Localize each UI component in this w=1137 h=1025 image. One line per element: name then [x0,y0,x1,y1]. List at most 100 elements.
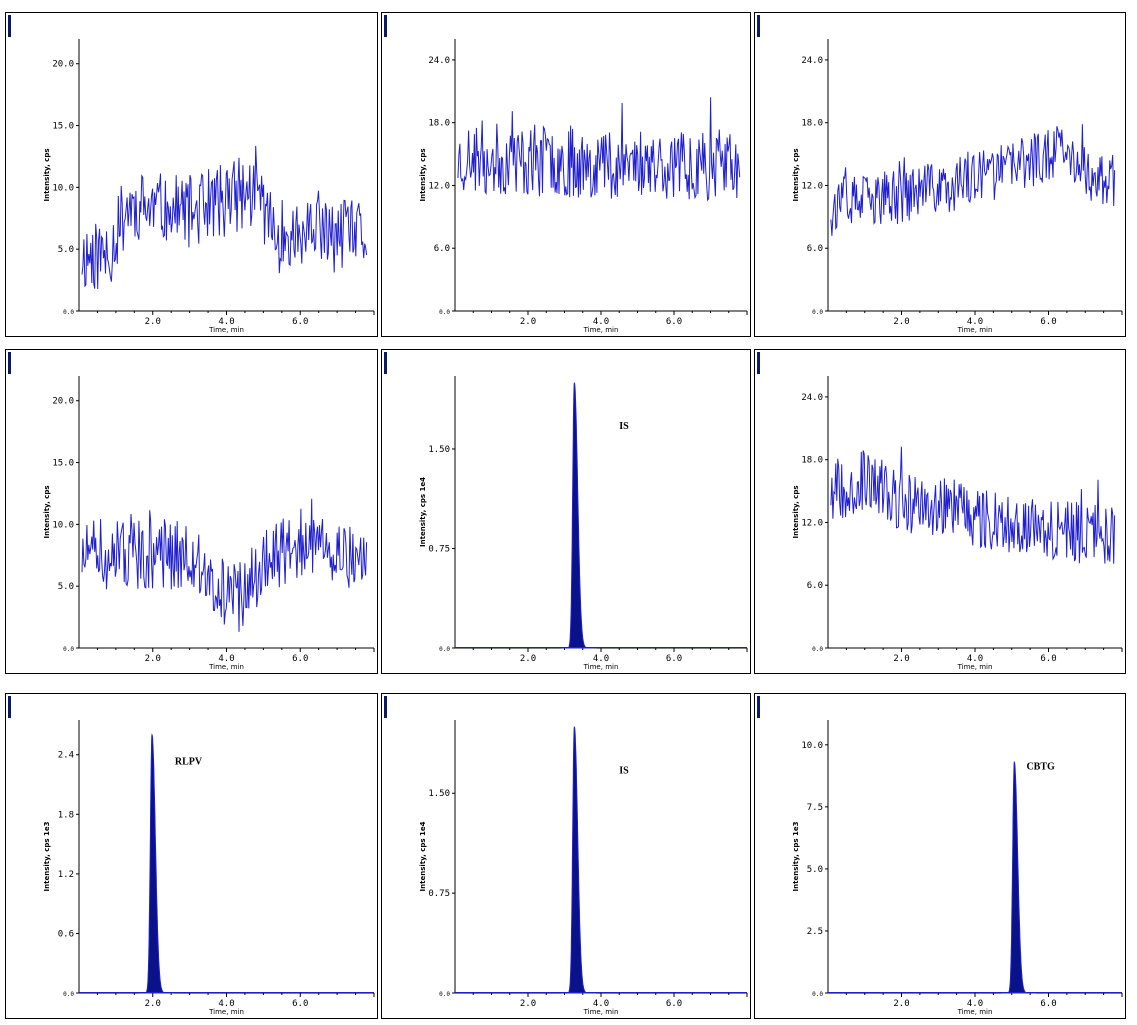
x-tick-label: 6.0 [666,999,682,1009]
x-axis-label: Time, min [208,1008,244,1016]
y-tick-label: 20.0 [52,397,74,407]
y-tick-label: 0.0 [63,309,74,316]
x-tick-label: 6.0 [666,654,682,664]
y-tick-label: 24.0 [428,56,450,66]
y-tick-label: 15.0 [52,459,74,469]
chart-panel-c2: 0.0 0.75 1.50 2.0 4.0 6.0 Time, min Intensity, … [381,693,751,1019]
x-tick-label: 6.0 [1040,317,1056,327]
x-tick-label: 4.0 [967,654,983,664]
y-axis-label: Intensity, cps 1e3 [43,821,51,891]
y-tick-label: 12.0 [801,181,823,191]
x-tick-label: 6.0 [666,317,682,327]
panel-marker [384,352,387,374]
y-axis-label: Intensity, cps [792,148,800,201]
x-tick-label: 6.0 [292,999,308,1009]
y-tick-label: 18.0 [428,119,450,129]
chart-svg: 0.0 0.75 1.50 2.0 4.0 6.0 Time, min Intensity, … [419,720,748,1016]
y-tick-label: 0.6 [58,929,74,939]
chart-panel-c3: 0.0 2.5 5.0 7.5 10.0 2.0 4.0 6.0 Time, min Intens… [754,693,1126,1019]
chromatogram-peak [561,726,597,994]
x-tick-label: 2.0 [520,317,536,327]
panel-marker [8,15,11,37]
chart-svg: 0.0 0.75 1.50 2.0 4.0 6.0 Time, min Intensity, … [419,376,748,671]
peak-annotation: IS [619,421,629,432]
y-tick-label: 5.0 [58,245,74,255]
panel-marker [757,696,760,718]
chromatogram-peak [561,382,597,649]
x-tick-label: 6.0 [292,317,308,327]
chromatogram-peak [1001,760,1037,994]
panel-marker [757,15,760,37]
panel-marker [757,352,760,374]
x-axis-label: Time, min [957,663,993,671]
x-axis-label: Time, min [208,326,244,334]
chart-svg: 0.0 6.0 12.0 18.0 24.0 2.0 4.0 6.0 Time, min Inte… [792,376,1123,671]
chromatogram-trace [830,446,1116,564]
x-axis-label: Time, min [583,326,619,334]
x-tick-label: 4.0 [218,654,234,664]
y-axis-label: Intensity, cps [43,148,51,201]
x-tick-label: 2.0 [145,999,161,1009]
y-tick-label: 0.0 [439,991,450,998]
x-tick-label: 2.0 [893,317,909,327]
y-axis-label: Intensity, cps [792,485,800,538]
y-tick-label: 0.0 [63,991,74,998]
chromatogram-trace [81,498,368,632]
x-axis-label: Time, min [208,663,244,671]
y-tick-label: 0.0 [439,646,450,653]
x-tick-label: 2.0 [893,654,909,664]
y-tick-label: 0.75 [428,889,450,899]
panel-marker [8,696,11,718]
y-tick-label: 1.50 [428,789,450,799]
y-tick-label: 0.0 [812,991,823,998]
y-axis-label: Intensity, cps [419,148,427,201]
x-tick-label: 4.0 [593,654,609,664]
y-tick-label: 2.5 [807,927,823,937]
y-axis-label: Intensity, cps 1e3 [792,821,800,891]
x-axis-label: Time, min [583,663,619,671]
x-tick-label: 4.0 [967,317,983,327]
y-tick-label: 15.0 [52,122,74,132]
y-tick-label: 1.2 [58,870,74,880]
panel-marker [384,696,387,718]
y-tick-label: 0.75 [428,544,450,554]
y-tick-label: 20.0 [52,60,74,70]
chart-panel-a3: 0.0 6.0 12.0 18.0 24.0 2.0 4.0 6.0 Time, min Inte… [754,12,1126,337]
x-tick-label: 2.0 [520,654,536,664]
chart-svg: 0.0 2.5 5.0 7.5 10.0 2.0 4.0 6.0 Time, min Intens… [792,720,1123,1016]
chart-panel-a2: 0.0 6.0 12.0 18.0 24.0 2.0 4.0 6.0 Time, min Inte… [381,12,751,337]
peak-annotation: CBTG [1026,762,1055,773]
chromatogram-peak [139,733,175,994]
y-tick-label: 18.0 [801,456,823,466]
y-tick-label: 10.0 [52,183,74,193]
chart-svg: 0.0 5.0 10.0 15.0 20.0 2.0 4.0 6.0 Time, min Inte… [43,376,375,671]
x-tick-label: 2.0 [893,999,909,1009]
y-tick-label: 0.0 [63,646,74,653]
chart-svg: 0.0 5.0 10.0 15.0 20.0 2.0 4.0 6.0 Time, min Inte… [43,39,375,334]
chromatogram-trace [830,124,1116,236]
y-tick-label: 6.0 [807,244,823,254]
y-axis-label: Intensity, cps 1e4 [419,477,427,547]
y-tick-label: 12.0 [801,518,823,528]
chart-panel-a1: 0.0 5.0 10.0 15.0 20.0 2.0 4.0 6.0 Time, min Inte… [5,12,378,337]
x-tick-label: 6.0 [1040,654,1056,664]
x-tick-label: 4.0 [593,317,609,327]
x-tick-label: 2.0 [520,999,536,1009]
chart-panel-b3: 0.0 6.0 12.0 18.0 24.0 2.0 4.0 6.0 Time, min Inte… [754,349,1126,674]
peak-annotation: IS [619,765,629,776]
chromatogram-trace [81,145,368,290]
x-tick-label: 4.0 [967,999,983,1009]
x-tick-label: 4.0 [218,317,234,327]
y-tick-label: 2.4 [58,751,74,761]
y-tick-label: 6.0 [807,581,823,591]
y-tick-label: 24.0 [801,56,823,66]
y-tick-label: 5.0 [807,865,823,875]
x-tick-label: 4.0 [593,999,609,1009]
x-axis-label: Time, min [957,326,993,334]
x-tick-label: 6.0 [292,654,308,664]
y-axis-label: Intensity, cps [43,485,51,538]
chart-panel-b1: 0.0 5.0 10.0 15.0 20.0 2.0 4.0 6.0 Time, min Inte… [5,349,378,674]
y-tick-label: 1.50 [428,445,450,455]
peak-annotation: RLPV [175,757,203,768]
chart-svg: 0.0 0.6 1.2 1.8 2.4 2.0 4.0 6.0 Time, min Intensi… [43,720,375,1016]
